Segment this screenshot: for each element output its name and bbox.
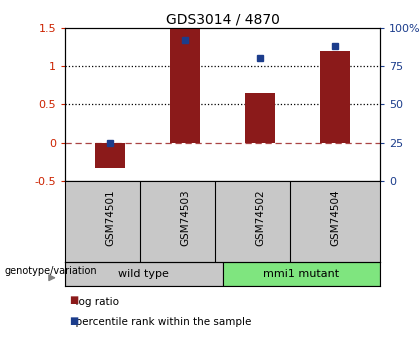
Title: GDS3014 / 4870: GDS3014 / 4870: [165, 12, 280, 27]
Bar: [223, 262, 380, 286]
Text: ■: ■: [69, 295, 79, 305]
Text: log ratio: log ratio: [69, 297, 119, 307]
Bar: [245, 93, 275, 143]
Text: ■: ■: [69, 316, 79, 326]
Text: genotype/variation: genotype/variation: [4, 266, 97, 276]
Text: GSM74503: GSM74503: [180, 189, 190, 246]
Text: GSM74502: GSM74502: [255, 189, 265, 246]
Text: GSM74504: GSM74504: [330, 189, 340, 246]
Text: wild type: wild type: [118, 269, 169, 279]
Text: percentile rank within the sample: percentile rank within the sample: [69, 317, 252, 327]
Bar: [95, 143, 125, 168]
Text: GSM74501: GSM74501: [105, 189, 115, 246]
Bar: [65, 262, 223, 286]
Bar: [320, 51, 350, 143]
Text: mmi1 mutant: mmi1 mutant: [263, 269, 339, 279]
Bar: [170, 28, 200, 143]
